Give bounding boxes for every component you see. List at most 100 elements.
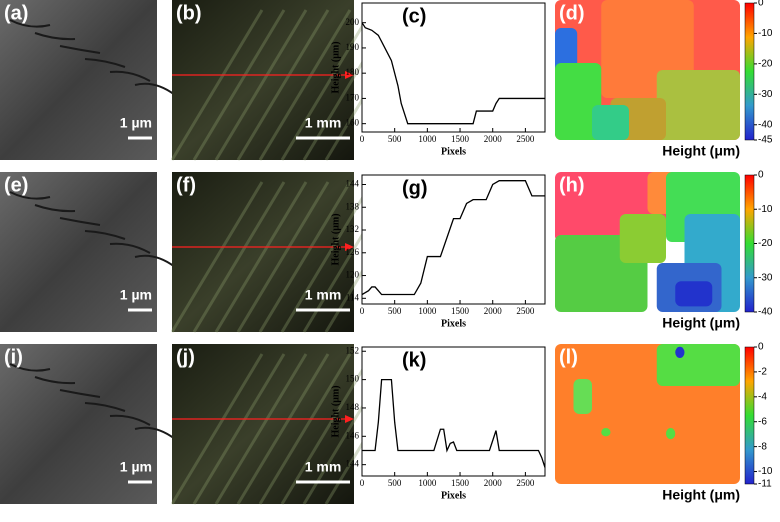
x-tick-label: 2000 [484,306,503,316]
sem-crack [59,217,101,226]
line-series [361,22,545,125]
y-tick-label: 180 [346,67,360,77]
sem-crack [134,254,176,268]
line-series [362,378,546,468]
optical-streak [170,181,264,333]
y-tick-label: 190 [346,42,360,52]
sem-crack [34,32,76,41]
sem-image [0,344,157,504]
y-tick-label: 160 [346,118,360,128]
colorbar-tick-label: -10 [758,28,773,39]
x-axis-label: Pixels [441,146,466,157]
x-tick-label: 0 [360,134,365,144]
optical-image [172,344,354,504]
colorbar-tick-label: -45 [758,135,773,146]
map-caption: Height (μm) [662,143,740,159]
optical-streak [214,353,308,505]
x-tick-label: 500 [388,478,402,488]
scale-label: 1 mm [305,459,342,475]
optical-streak [280,181,374,333]
height-map-region [666,428,676,440]
optical-streak [214,9,308,161]
y-tick-label: 150 [346,374,360,384]
panel-label: (k) [402,349,426,371]
x-axis-label: Pixels [441,318,466,329]
height-map-region [555,63,602,140]
x-axis-label: Pixels [441,490,466,501]
y-tick-label: 144 [346,459,360,469]
panel-label: (e) [4,174,28,196]
x-tick-label: 1500 [451,306,470,316]
y-tick-label: 120 [346,270,360,280]
y-tick-label: 152 [346,345,360,355]
colorbar-tick-label: 0 [758,170,764,181]
optical-streak [192,353,286,505]
plot-frame [361,174,546,305]
height-map-region [656,344,740,386]
panel-label: (h) [559,174,585,196]
colorbar-tick-label: 0 [758,0,764,9]
x-tick-label: 500 [388,306,402,316]
y-tick-label: 138 [346,201,360,211]
sem-crack [34,204,76,213]
panel-label: (c) [402,5,426,27]
scale-label: 1 µm [120,459,152,475]
y-tick-label: 170 [346,92,360,102]
map-caption: Height (μm) [662,315,740,331]
height-map-region [675,281,713,307]
colorbar-tick-label: -2 [758,367,767,378]
line-series [361,180,545,296]
scale-label: 1 µm [120,287,152,303]
colorbar-tick-label: -20 [758,59,773,70]
panel-label: (i) [4,346,23,368]
colorbar [744,174,755,313]
x-tick-label: 1000 [418,306,437,316]
scale-label: 1 mm [305,287,342,303]
colorbar [744,346,755,485]
colorbar-tick-label: -30 [758,272,773,283]
x-tick-label: 2500 [516,478,535,488]
map-caption: Height (μm) [662,487,740,503]
panel-label: (b) [176,2,202,24]
y-tick-label: 146 [346,430,360,440]
optical-streak [280,353,374,505]
x-tick-label: 2500 [516,306,535,316]
colorbar-tick-label: -4 [758,391,767,402]
x-tick-label: 2500 [516,134,535,144]
optical-streak [236,353,330,505]
sem-crack [134,82,176,96]
height-map-region [675,346,685,358]
sem-crack [84,402,126,412]
sem-crack [84,58,126,68]
optical-streak [192,9,286,161]
panel-label: (l) [559,346,578,368]
sem-crack [109,70,151,82]
sem-image [0,0,157,160]
sem-crack [109,414,151,426]
colorbar-tick-label: -40 [758,119,773,130]
colorbar [744,2,755,141]
x-tick-label: 1000 [418,478,437,488]
scale-label: 1 mm [305,115,342,131]
height-map-region [619,214,666,263]
optical-image [172,0,354,160]
scale-label: 1 µm [120,115,152,131]
y-tick-label: 144 [346,179,360,189]
y-tick-label: 132 [346,224,360,234]
panel-label: (j) [176,346,195,368]
arrow-head [345,71,354,79]
y-tick-label: 148 [346,402,360,412]
sem-crack [34,376,76,385]
colorbar-tick-label: -10 [758,466,773,477]
colorbar-tick-label: -20 [758,238,773,249]
sem-crack [9,363,51,372]
colorbar-tick-label: -6 [758,416,767,427]
sem-crack [59,389,101,398]
plot-frame [361,2,546,133]
optical-streak [214,181,308,333]
optical-streak [170,9,264,161]
panel-label: (d) [559,2,585,24]
height-map-region [573,379,592,414]
y-tick-label: 200 [346,17,360,27]
x-tick-label: 1500 [451,134,470,144]
